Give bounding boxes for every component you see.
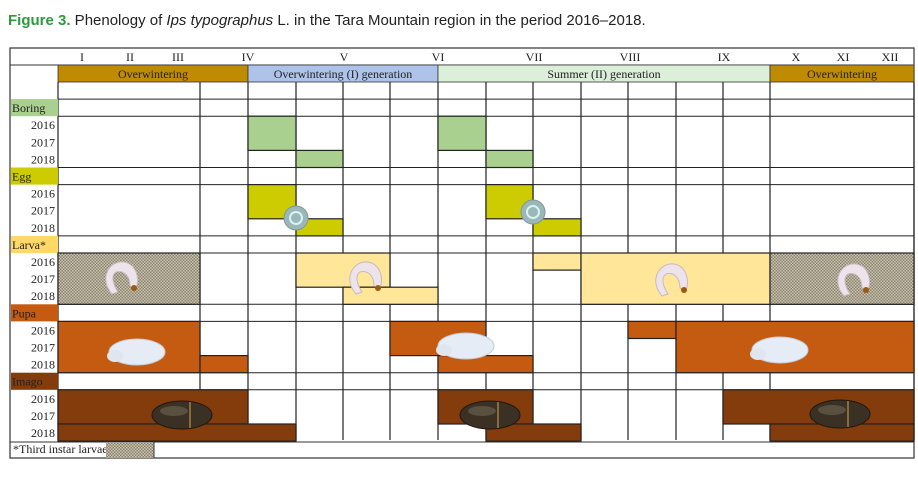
period-label: Summer (II) generation bbox=[547, 67, 660, 81]
year-label-2018: 2018 bbox=[31, 426, 55, 440]
egg-icon bbox=[520, 199, 546, 225]
pupa-head bbox=[107, 350, 123, 362]
larva-head bbox=[131, 285, 137, 291]
activity-bar-egg bbox=[532, 218, 582, 237]
activity-bar-larva bbox=[532, 252, 582, 271]
year-label-2017: 2017 bbox=[31, 204, 55, 218]
year-label-2017: 2017 bbox=[31, 409, 55, 423]
activity-bar-boring bbox=[437, 115, 487, 151]
pupa-body bbox=[108, 338, 166, 366]
larva-body bbox=[349, 261, 382, 295]
stage-label-boring: Boring bbox=[12, 101, 45, 115]
period-band bbox=[769, 64, 915, 83]
period-label: Overwintering bbox=[807, 67, 877, 81]
egg-highlight bbox=[289, 211, 303, 225]
activity-bar-larva bbox=[342, 286, 439, 305]
beetle-sheen bbox=[160, 406, 188, 416]
larva-head bbox=[863, 287, 869, 293]
month-label-VI: VI bbox=[432, 50, 445, 64]
egg-shape bbox=[283, 205, 309, 231]
activity-bar-pupa bbox=[437, 355, 534, 374]
pupa-icon bbox=[436, 332, 495, 360]
activity-bar-pupa bbox=[199, 355, 249, 374]
pupa-icon bbox=[750, 336, 809, 364]
activity-bar-boring bbox=[295, 149, 344, 169]
stage-label-larva: Larva* bbox=[12, 238, 46, 252]
year-label-2018: 2018 bbox=[31, 289, 55, 303]
pupa-head bbox=[436, 344, 452, 356]
figure-caption: Figure 3. Phenology of Ips typographus L… bbox=[8, 12, 646, 29]
stage-label-bg bbox=[11, 304, 58, 322]
activity-bar-imago bbox=[485, 423, 582, 442]
month-label-X: X bbox=[792, 50, 801, 64]
caption-text: Phenology of bbox=[70, 12, 167, 29]
stage-label-bg bbox=[11, 372, 58, 390]
stage-label-bg bbox=[11, 99, 58, 117]
month-label-IX: IX bbox=[718, 50, 731, 64]
activity-bar-larva bbox=[580, 252, 771, 305]
month-label-III: III bbox=[172, 50, 184, 64]
month-label-VIII: VIII bbox=[620, 50, 641, 64]
beetle-sheen bbox=[468, 406, 496, 416]
year-label-2018: 2018 bbox=[31, 221, 55, 235]
egg-highlight bbox=[526, 205, 540, 219]
pupa-body bbox=[437, 332, 495, 360]
month-label-I: I bbox=[80, 50, 84, 64]
year-label-2016: 2016 bbox=[31, 118, 55, 132]
year-label-2016: 2016 bbox=[31, 392, 55, 406]
stage-label-pupa: Pupa bbox=[12, 306, 37, 320]
activity-bar-boring bbox=[247, 115, 297, 151]
month-label-II: II bbox=[126, 50, 134, 64]
activity-bar-pupa bbox=[627, 320, 677, 340]
caption-text-end: L. in the Tara Mountain region in the pe… bbox=[273, 12, 646, 29]
larva-icon bbox=[655, 263, 688, 297]
year-label-2016: 2016 bbox=[31, 323, 55, 337]
figure-number: Figure 3. bbox=[8, 12, 71, 29]
larva-icon bbox=[349, 261, 382, 295]
footnote-hatch-swatch bbox=[106, 443, 154, 458]
pupa-icon bbox=[107, 338, 166, 366]
month-label-V: V bbox=[340, 50, 349, 64]
stage-label-bg bbox=[11, 167, 58, 185]
larva-icon bbox=[105, 261, 138, 295]
stage-label-bg bbox=[11, 235, 58, 253]
egg-shape bbox=[520, 199, 546, 225]
month-label-VII: VII bbox=[526, 50, 543, 64]
imago-icon bbox=[151, 400, 213, 430]
year-label-2017: 2017 bbox=[31, 272, 55, 286]
pupa-body bbox=[751, 336, 809, 364]
imago-icon bbox=[459, 400, 521, 430]
year-label-2016: 2016 bbox=[31, 187, 55, 201]
imago-icon bbox=[809, 399, 871, 429]
larva-body bbox=[837, 263, 870, 297]
footnote-third-instar-larvae: *Third instar larvae bbox=[13, 442, 108, 456]
month-label-XI: XI bbox=[837, 50, 850, 64]
period-label: Overwintering bbox=[118, 67, 188, 81]
stage-label-imago: Imago bbox=[12, 375, 43, 389]
year-label-2017: 2017 bbox=[31, 135, 55, 149]
year-label-2018: 2018 bbox=[31, 358, 55, 372]
year-label-2017: 2017 bbox=[31, 341, 55, 355]
year-label-2016: 2016 bbox=[31, 255, 55, 269]
larva-icon bbox=[837, 263, 870, 297]
species-name: Ips typographus bbox=[166, 12, 274, 29]
larva-body bbox=[655, 263, 688, 297]
year-label-2018: 2018 bbox=[31, 152, 55, 166]
stage-label-egg: Egg bbox=[12, 170, 31, 184]
pupa-head bbox=[750, 348, 766, 360]
larva-head bbox=[681, 287, 687, 293]
beetle-sheen bbox=[818, 405, 846, 415]
larva-body bbox=[105, 261, 138, 295]
month-label-XII: XII bbox=[882, 50, 899, 64]
larva-head bbox=[375, 285, 381, 291]
period-label: Overwintering (I) generation bbox=[274, 67, 413, 81]
egg-icon bbox=[283, 205, 309, 231]
activity-bar-boring bbox=[485, 149, 534, 169]
month-label-IV: IV bbox=[242, 50, 255, 64]
